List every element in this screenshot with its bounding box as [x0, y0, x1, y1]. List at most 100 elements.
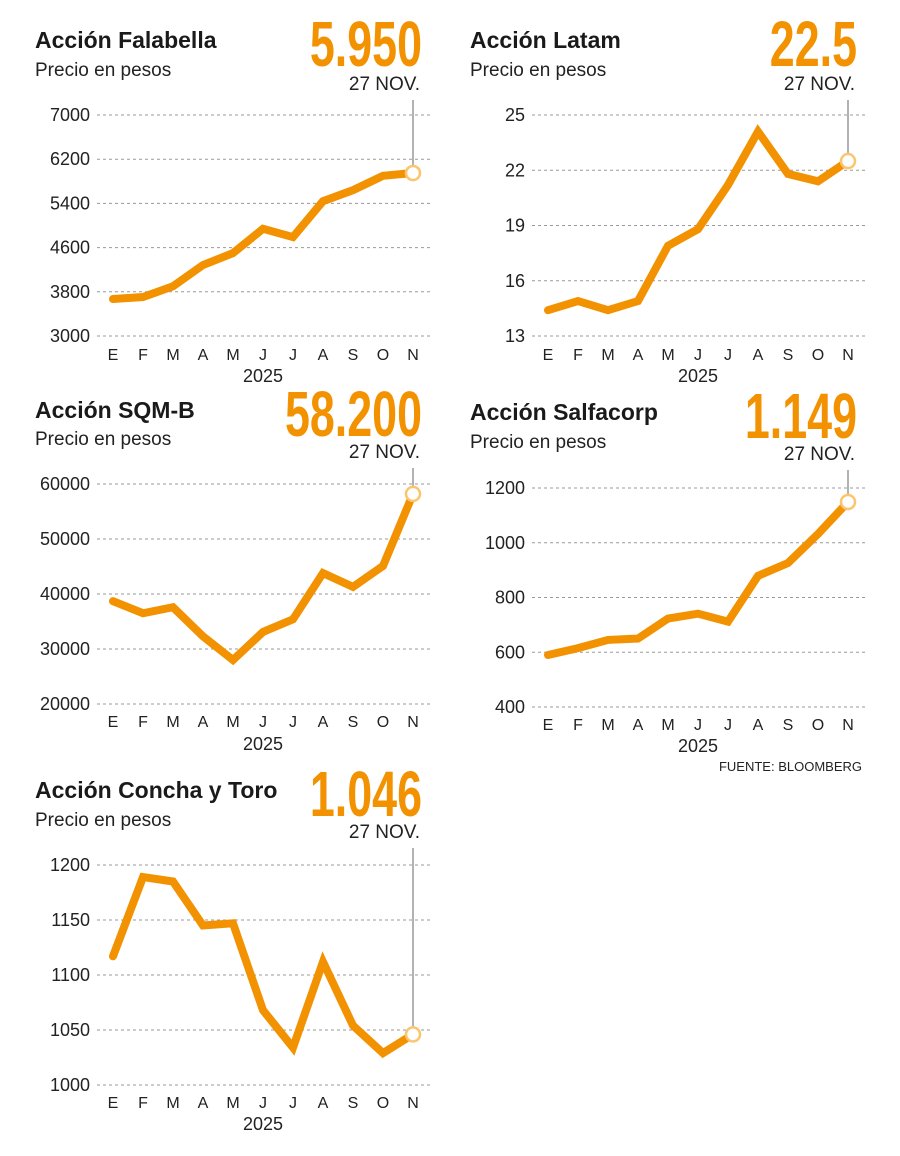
x-tick-label: O [377, 714, 389, 731]
highlight-date: 27 NOV. [349, 442, 420, 463]
x-tick-label: M [166, 1095, 179, 1112]
chart-subtitle: Precio en pesos [35, 60, 171, 81]
y-tick-label: 50000 [40, 529, 90, 549]
highlight-date: 27 NOV. [784, 444, 855, 465]
x-tick-label: A [633, 347, 644, 364]
x-tick-label: N [842, 717, 854, 734]
chart-subtitle: Precio en pesos [470, 432, 606, 453]
y-tick-label: 5400 [50, 193, 90, 213]
x-tick-label: M [226, 1095, 239, 1112]
chart-subtitle: Precio en pesos [35, 429, 171, 450]
x-tick-label: M [601, 347, 614, 364]
x-tick-label: N [407, 347, 419, 364]
y-tick-label: 3000 [50, 326, 90, 346]
x-tick-label: M [226, 714, 239, 731]
x-tick-label: J [259, 714, 267, 731]
highlight-date: 27 NOV. [349, 822, 420, 843]
x-tick-label: A [318, 714, 329, 731]
x-tick-label: S [783, 717, 794, 734]
y-tick-label: 25 [505, 105, 525, 125]
x-tick-label: O [812, 717, 824, 734]
x-tick-label: N [407, 714, 419, 731]
x-tick-label: J [289, 347, 297, 364]
x-tick-label: A [198, 714, 209, 731]
chart-subtitle: Precio en pesos [470, 60, 606, 81]
x-tick-label: S [783, 347, 794, 364]
x-tick-label: F [573, 347, 583, 364]
y-tick-label: 4600 [50, 238, 90, 258]
chart-title: Acción Falabella [35, 27, 217, 53]
y-tick-label: 13 [505, 326, 525, 346]
x-tick-label: M [661, 717, 674, 734]
y-tick-label: 20000 [40, 694, 90, 714]
series-line [544, 124, 852, 315]
chart-title: Acción SQM-B [35, 397, 195, 423]
x-tick-label: O [812, 347, 824, 364]
x-axis-label: 2025 [243, 734, 283, 754]
y-tick-label: 1050 [50, 1020, 90, 1040]
y-tick-label: 1150 [51, 910, 90, 930]
highlight-value: 1.149 [745, 380, 857, 452]
x-tick-label: O [377, 1095, 389, 1112]
x-tick-label: N [842, 347, 854, 364]
x-tick-label: M [661, 347, 674, 364]
x-tick-label: J [259, 1095, 267, 1112]
x-tick-label: F [573, 717, 583, 734]
series-line [109, 489, 417, 666]
y-tick-label: 22 [505, 160, 525, 180]
x-tick-label: J [694, 347, 702, 364]
highlight-value: 1.046 [310, 758, 422, 830]
y-tick-label: 400 [495, 697, 525, 717]
x-tick-label: M [166, 714, 179, 731]
x-tick-label: A [633, 717, 644, 734]
highlight-date: 27 NOV. [784, 74, 855, 95]
x-tick-label: F [138, 714, 148, 731]
x-axis-label: 2025 [243, 1114, 283, 1134]
series-line [109, 872, 417, 1059]
highlight-value: 22.5 [770, 8, 857, 80]
latest-value-marker [404, 485, 422, 503]
x-axis-label: 2025 [243, 366, 283, 386]
series-line [544, 497, 852, 659]
x-tick-label: J [724, 717, 732, 734]
chart-panel: Acción Concha y Toro Precio en pesos 1.046… [35, 758, 430, 1134]
x-tick-label: A [753, 347, 764, 364]
highlight-date: 27 NOV. [349, 74, 420, 95]
x-tick-label: A [318, 1095, 329, 1112]
y-tick-label: 40000 [40, 584, 90, 604]
chart-panel: Acción Latam Precio en pesos 22.527 NOV. 13… [470, 8, 865, 386]
highlight-value: 58.200 [285, 378, 422, 450]
y-tick-label: 600 [495, 642, 525, 662]
x-tick-label: M [601, 717, 614, 734]
y-tick-label: 800 [495, 588, 525, 608]
x-tick-label: J [289, 714, 297, 731]
latest-value-marker [404, 1026, 422, 1043]
y-tick-label: 1100 [51, 965, 90, 985]
highlight-value: 5.950 [310, 8, 422, 80]
x-tick-label: E [543, 347, 554, 364]
x-tick-label: A [318, 347, 329, 364]
x-tick-label: E [108, 1095, 119, 1112]
x-tick-label: N [407, 1095, 419, 1112]
x-tick-label: E [108, 714, 119, 731]
x-axis-label: 2025 [678, 366, 718, 386]
x-tick-label: E [108, 347, 119, 364]
x-tick-label: E [543, 717, 554, 734]
chart-title: Acción Latam [470, 27, 621, 53]
x-tick-label: J [259, 347, 267, 364]
x-tick-label: M [226, 347, 239, 364]
x-tick-label: S [348, 347, 359, 364]
x-tick-label: J [724, 347, 732, 364]
chart-subtitle: Precio en pesos [35, 810, 171, 831]
x-tick-label: S [348, 1095, 359, 1112]
x-axis-label: 2025 [678, 736, 718, 756]
y-tick-label: 1200 [485, 478, 525, 498]
series-line [109, 169, 417, 303]
x-tick-label: A [753, 717, 764, 734]
y-tick-label: 19 [505, 216, 525, 236]
x-tick-label: S [348, 714, 359, 731]
